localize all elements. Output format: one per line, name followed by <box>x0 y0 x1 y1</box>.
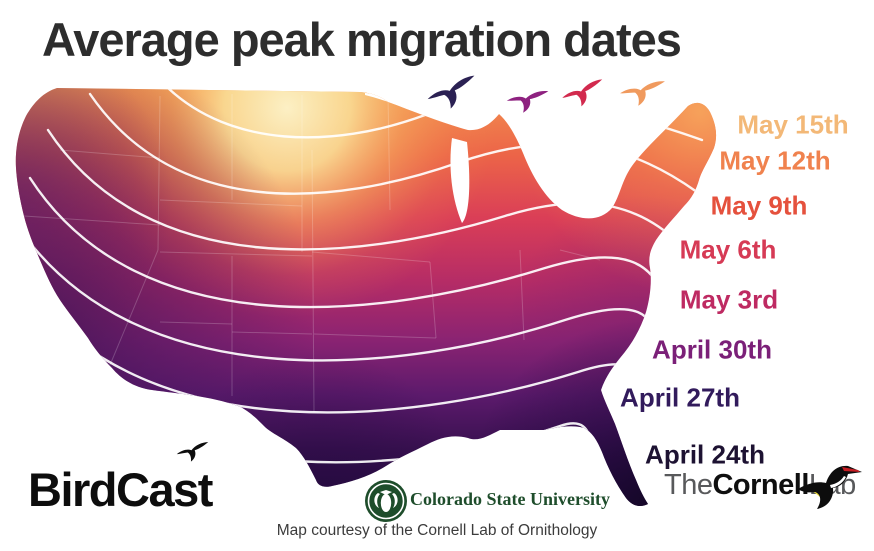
csu-wordmark: Colorado State University <box>410 489 610 509</box>
date-label-may-3: May 3rd <box>679 284 779 315</box>
cornell-wordmark: TheCornellLab <box>664 469 856 502</box>
csu-ram-seal-icon <box>365 480 407 522</box>
cornell-lab-logo: TheCornellLab <box>664 455 870 515</box>
cornell-word-cornell: Cornell <box>712 469 809 501</box>
date-label-may-15: May 15th <box>737 109 849 140</box>
cornell-sapsucker-icon <box>798 465 862 509</box>
date-label-may-12: May 12th <box>719 145 831 176</box>
date-label-april-27: April 27th <box>620 382 740 413</box>
date-label-april-30: April 30th <box>652 334 772 365</box>
csu-logo: Colorado State University <box>364 479 614 525</box>
bird-silhouette-icon <box>619 81 665 106</box>
birdcast-logo: BirdCast <box>26 440 256 520</box>
bird-silhouette-icon <box>427 75 475 109</box>
date-label-april-24: April 24th <box>645 439 765 470</box>
birdcast-bird-icon <box>176 442 209 462</box>
cornell-word-the: The <box>664 469 713 501</box>
bird-silhouette-icon <box>506 91 549 113</box>
map-caption: Map courtesy of the Cornell Lab of Ornit… <box>276 522 598 539</box>
birdcast-wordmark: BirdCast <box>28 463 213 516</box>
date-label-may-9: May 9th <box>710 190 808 221</box>
page-title: Average peak migration dates <box>42 13 682 66</box>
date-label-may-6: May 6th <box>679 234 777 265</box>
bird-silhouette-icon <box>562 79 603 107</box>
